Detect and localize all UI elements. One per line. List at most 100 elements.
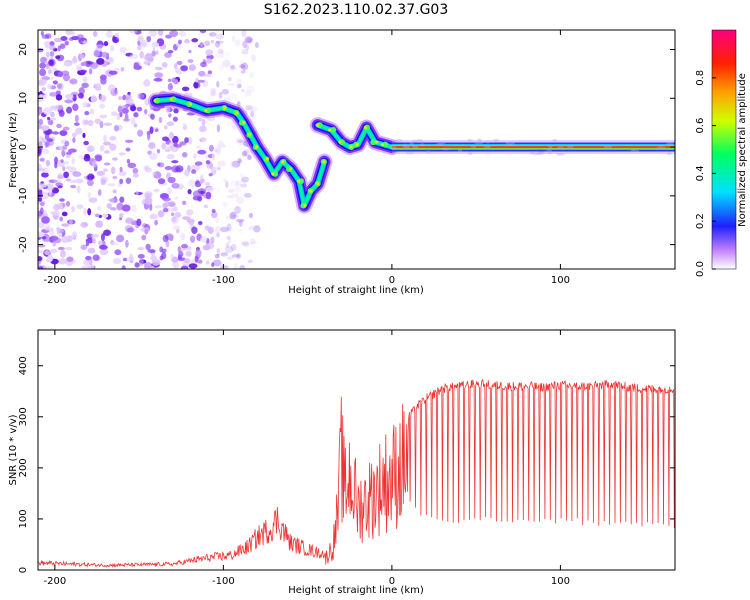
noise-blob	[196, 145, 202, 149]
noise-blob	[82, 132, 86, 139]
noise-blob	[144, 196, 153, 205]
noise-blob	[236, 78, 242, 83]
noise-blob	[143, 262, 153, 269]
noise-blob	[57, 71, 64, 78]
noise-blob	[162, 234, 169, 243]
noise-blob	[52, 80, 58, 85]
snr-y-tick-label: 0	[18, 567, 29, 573]
noise-blob	[40, 125, 50, 131]
noise-blob	[99, 120, 104, 129]
snr-x-tick-label: 100	[551, 576, 570, 587]
noise-blob	[92, 160, 98, 168]
noise-blob	[246, 156, 253, 161]
noise-blob	[214, 226, 222, 233]
noise-blob	[89, 68, 93, 75]
noise-blob	[75, 178, 84, 184]
carrier-sidelobe	[603, 145, 612, 149]
noise-blob	[187, 59, 194, 63]
noise-blob	[203, 73, 212, 77]
noise-blob	[217, 48, 224, 54]
noise-blob	[91, 233, 100, 238]
noise-blob	[119, 111, 123, 118]
carrier-sidelobe	[547, 151, 553, 155]
noise-blob	[221, 88, 230, 95]
noise-blob	[216, 147, 222, 155]
noise-blob	[103, 41, 109, 47]
noise-blob	[221, 144, 226, 148]
spectrogram-y-tick-label: 20	[18, 43, 29, 56]
noise-blob	[159, 246, 164, 253]
noise-blob	[139, 50, 145, 59]
ridge-peak	[239, 119, 246, 126]
noise-blob	[39, 202, 45, 207]
noise-blob	[126, 227, 134, 233]
noise-blob	[103, 141, 112, 146]
carrier-sidelobe	[483, 144, 491, 148]
noise-blob	[220, 49, 224, 54]
noise-blob	[239, 60, 245, 66]
noise-blob	[216, 248, 220, 253]
noise-blob	[125, 239, 129, 248]
ridge-peak-core	[254, 145, 258, 149]
noise-blob	[199, 30, 207, 34]
noise-blob	[136, 106, 143, 112]
noise-blob	[71, 31, 76, 37]
noise-blob	[245, 105, 253, 111]
noise-blob	[205, 160, 211, 165]
noise-blob	[247, 154, 252, 160]
noise-blob	[174, 211, 182, 218]
carrier-sidelobe	[425, 150, 432, 154]
noise-blob	[224, 245, 234, 253]
ridge-peak	[297, 178, 304, 185]
noise-blob	[71, 57, 78, 64]
noise-blob	[80, 221, 88, 228]
noise-blob	[234, 205, 241, 214]
noise-blob	[250, 110, 255, 118]
noise-blob	[125, 147, 131, 152]
snr-line	[38, 379, 675, 568]
noise-blob	[167, 83, 173, 91]
noise-blob	[245, 45, 250, 51]
noise-blob	[66, 256, 74, 262]
noise-blob	[247, 259, 253, 264]
noise-blob	[96, 170, 106, 176]
noise-blob	[167, 78, 172, 83]
noise-blob	[101, 213, 109, 218]
noise-blob	[52, 131, 59, 135]
noise-blob	[43, 209, 48, 215]
noise-blob	[53, 210, 60, 216]
colorbar-tick-label: 0.8	[695, 70, 706, 86]
noise-blob	[168, 113, 172, 118]
noise-blob	[171, 165, 180, 173]
noise-blob	[120, 67, 125, 72]
noise-blob	[215, 40, 224, 44]
noise-blob	[59, 216, 64, 222]
noise-blob	[114, 249, 122, 256]
carrier-sidelobe	[402, 145, 411, 149]
noise-blob	[109, 197, 119, 204]
noise-blob	[94, 213, 100, 218]
noise-blob	[228, 77, 232, 82]
noise-blob	[216, 80, 220, 88]
spectrogram-x-tick-label: -200	[44, 275, 67, 286]
noise-blob	[118, 152, 126, 156]
noise-blob	[231, 35, 236, 42]
noise-blob	[59, 198, 65, 202]
noise-blob	[85, 241, 89, 247]
noise-blob	[114, 32, 120, 38]
carrier-sidelobe	[666, 142, 674, 146]
noise-blob	[182, 123, 188, 131]
noise-blob	[105, 30, 113, 38]
noise-blob	[64, 99, 74, 104]
carrier-sidelobe	[403, 143, 408, 147]
noise-blob	[236, 139, 245, 143]
noise-blob	[69, 78, 78, 85]
noise-blob	[58, 258, 67, 265]
noise-blob	[45, 265, 54, 269]
noise-blob	[168, 132, 175, 139]
noise-blob	[218, 63, 225, 71]
noise-blob	[64, 93, 74, 100]
colorbar-tick-label: 0.0	[695, 261, 706, 277]
noise-blob	[78, 92, 84, 99]
